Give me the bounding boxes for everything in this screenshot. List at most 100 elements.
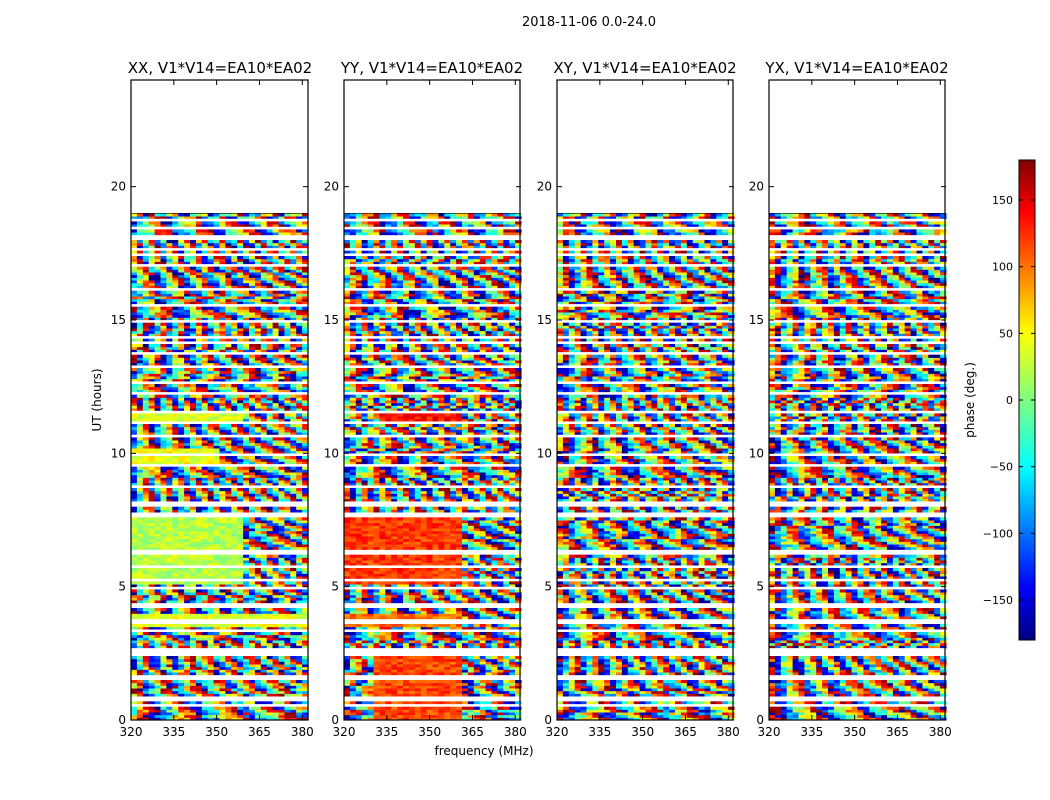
heatmap-cell [278, 309, 285, 313]
heatmap-cell [349, 712, 357, 716]
heatmap-cell [231, 354, 238, 358]
heatmap-cell [184, 232, 191, 236]
heatmap-cell [148, 546, 156, 550]
heatmap-cell [237, 482, 244, 486]
heatmap-cell [231, 408, 238, 412]
heatmap-cell [254, 645, 262, 649]
heatmap-cell [485, 709, 493, 713]
heatmap-cell [231, 477, 238, 481]
heatmap-cell [444, 680, 451, 684]
heatmap-cell [207, 344, 215, 348]
heatmap-cell [190, 690, 197, 694]
heatmap-cell [131, 458, 138, 462]
heatmap-cell [284, 658, 291, 662]
heatmap-cell [243, 317, 250, 321]
heatmap-cell [190, 530, 197, 534]
flagged-row [131, 226, 308, 230]
heatmap-cell [278, 498, 285, 502]
heatmap-cell [148, 642, 156, 646]
heatmap-cell [131, 517, 138, 521]
heatmap-cell [497, 658, 504, 662]
heatmap-cell [237, 437, 244, 441]
heatmap-cell [131, 522, 138, 526]
heatmap-cell [284, 258, 291, 262]
heatmap-cell [249, 450, 256, 454]
heatmap-cell [148, 669, 156, 673]
heatmap-cell [219, 266, 226, 270]
heatmap-cell [231, 429, 238, 433]
heatmap-cell [131, 229, 138, 233]
heatmap-cell [231, 261, 238, 265]
heatmap-cell [266, 306, 274, 310]
heatmap-cell [172, 301, 179, 305]
heatmap-cell [272, 472, 280, 476]
heatmap-cell [131, 658, 138, 662]
heatmap-cell [231, 576, 238, 580]
heatmap-cell [432, 712, 439, 716]
heatmap-cell [160, 269, 167, 273]
heatmap-cell [178, 480, 185, 484]
heatmap-cell [278, 312, 285, 316]
heatmap-cell [131, 597, 138, 601]
heatmap-cell [272, 272, 280, 276]
heatmap-cell [515, 672, 522, 676]
heatmap-cell [172, 450, 179, 454]
heatmap-cell [503, 709, 510, 713]
heatmap-cell [190, 213, 197, 217]
heatmap-cell [142, 389, 150, 393]
heatmap-cell [272, 538, 280, 542]
heatmap-cell [166, 610, 173, 614]
heatmap-cell [201, 213, 209, 217]
heatmap-cell [213, 344, 221, 348]
heatmap-cell [154, 429, 162, 433]
heatmap-cell [225, 610, 232, 614]
heatmap-cell [160, 712, 167, 716]
heatmap-cell [136, 378, 144, 382]
heatmap-cell [184, 285, 191, 289]
heatmap-cell [142, 322, 150, 326]
heatmap-cell [344, 664, 351, 668]
heatmap-cell [172, 709, 179, 713]
heatmap-cell [207, 490, 215, 494]
heatmap-cell [201, 477, 209, 481]
heatmap-cell [131, 533, 138, 537]
heatmap-cell [225, 432, 232, 436]
heatmap-cell [190, 354, 197, 358]
heatmap-cell [444, 706, 451, 710]
heatmap-cell [207, 285, 215, 289]
heatmap-cell [278, 616, 285, 620]
heatmap-cell [172, 544, 179, 548]
heatmap-cell [290, 493, 297, 497]
heatmap-cell [503, 701, 510, 705]
heatmap-cell [201, 645, 209, 649]
heatmap-cell [249, 530, 256, 534]
heatmap-cell [142, 362, 150, 366]
heatmap-cell [237, 666, 244, 670]
heatmap-cell [219, 594, 226, 598]
heatmap-cell [213, 480, 221, 484]
heatmap-cell [296, 474, 303, 478]
heatmap-cell [207, 368, 215, 372]
heatmap-cell [154, 250, 162, 254]
heatmap-cell [195, 400, 203, 404]
heatmap-cell [456, 680, 463, 684]
heatmap-cell [231, 256, 238, 260]
heatmap-cell [391, 680, 398, 684]
heatmap-cell [278, 637, 285, 641]
heatmap-cell [207, 469, 215, 473]
heatmap-cell [284, 632, 291, 636]
heatmap-cell [243, 261, 250, 265]
heatmap-cell [136, 634, 144, 638]
heatmap-cell [184, 370, 191, 374]
heatmap-cell [172, 250, 179, 254]
heatmap-cell [148, 394, 156, 398]
heatmap-cell [266, 472, 274, 476]
heatmap-cell [225, 690, 232, 694]
heatmap-cell [515, 712, 522, 716]
heatmap-cell [302, 600, 309, 604]
heatmap-cell [160, 498, 167, 502]
heatmap-cell [290, 301, 297, 305]
heatmap-cell [190, 525, 197, 529]
heatmap-cell [426, 669, 434, 673]
heatmap-cell [237, 301, 244, 305]
